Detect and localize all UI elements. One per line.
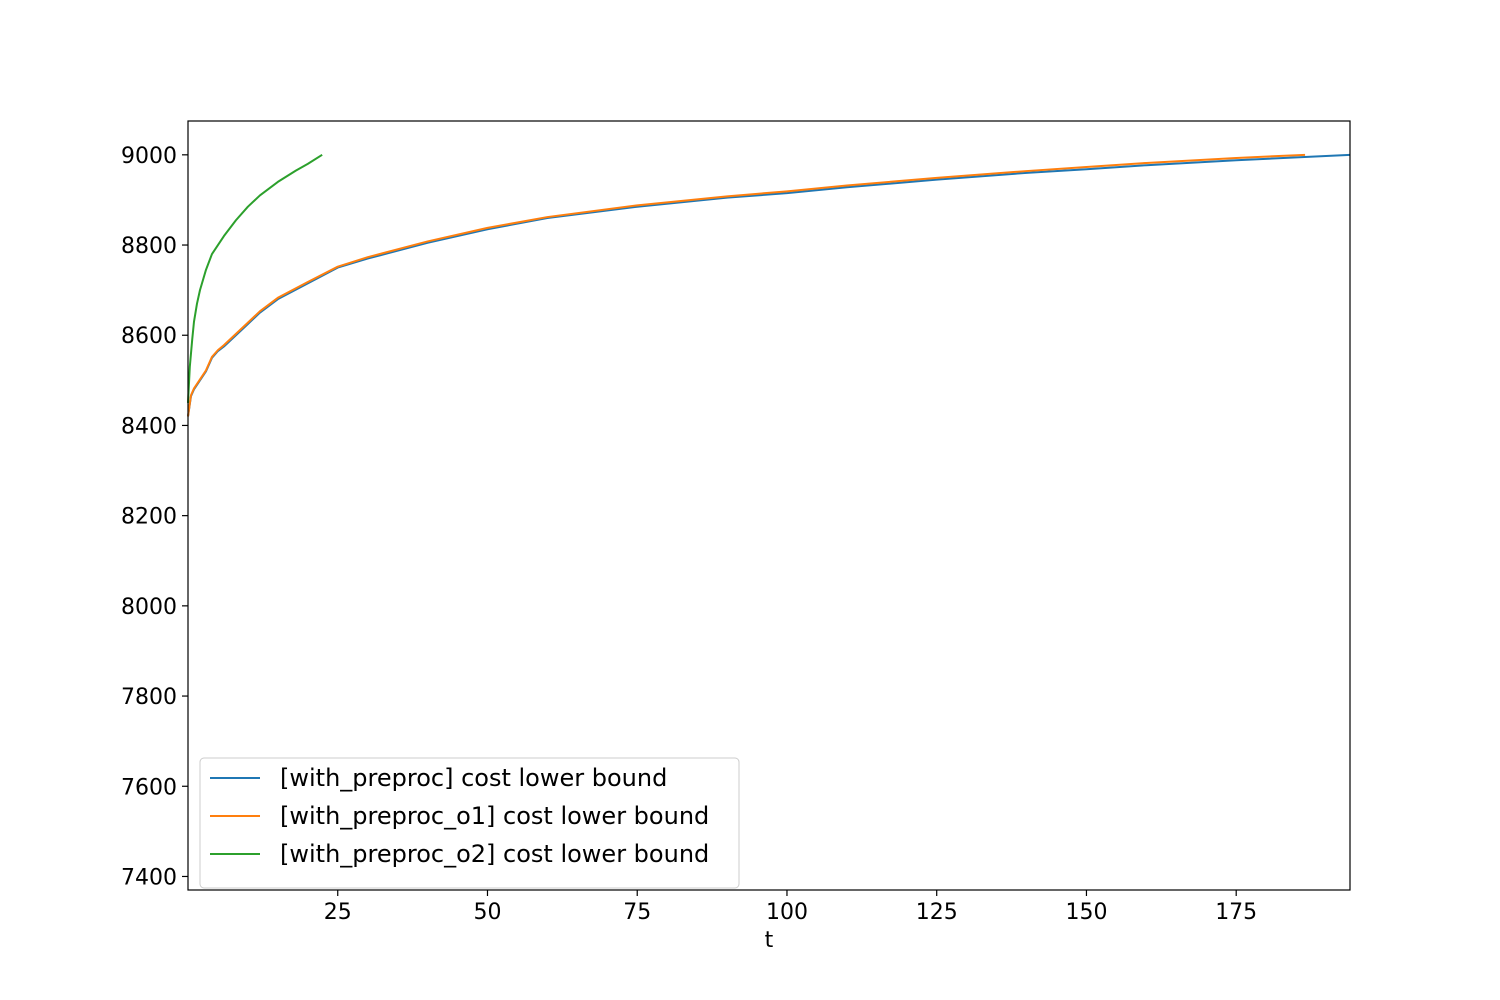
x-tick-label: 125 [916, 900, 958, 925]
y-tick-label: 8800 [121, 234, 177, 259]
legend-box [199, 757, 740, 889]
y-tick-label: 8000 [121, 595, 177, 620]
legend: [with_preproc] cost lower bound [with_pre… [199, 757, 740, 889]
y-tick-label: 8200 [121, 505, 177, 530]
x-tick-label: 175 [1215, 900, 1257, 925]
plot-area-frame [187, 120, 1351, 891]
y-tick-label: 7400 [121, 865, 177, 890]
x-tick-label: 50 [473, 900, 501, 925]
y-axis-ticks: 7400 7600 7800 8000 8200 8400 8600 8800 9000 [121, 144, 188, 890]
y-tick-label: 8600 [121, 324, 177, 349]
y-tick-label: 7600 [121, 775, 177, 800]
series-line-1 [187, 153, 1306, 417]
legend-label-2: [with_preproc_o2] cost lower bound [280, 840, 709, 868]
series-line-2 [187, 153, 323, 403]
x-axis-label: t [765, 928, 774, 953]
x-tick-label: 75 [623, 900, 651, 925]
x-tick-label: 25 [324, 900, 352, 925]
x-axis-ticks: 25 50 75 100 125 150 175 [324, 890, 1257, 925]
legend-label-0: [with_preproc] cost lower bound [280, 764, 667, 792]
y-tick-label: 8400 [121, 414, 177, 439]
series-lines [187, 153, 1351, 417]
legend-label-1: [with_preproc_o1] cost lower bound [280, 802, 709, 830]
x-tick-label: 100 [766, 900, 808, 925]
y-tick-label: 7800 [121, 685, 177, 710]
y-tick-label: 9000 [121, 144, 177, 169]
x-tick-label: 150 [1065, 900, 1107, 925]
